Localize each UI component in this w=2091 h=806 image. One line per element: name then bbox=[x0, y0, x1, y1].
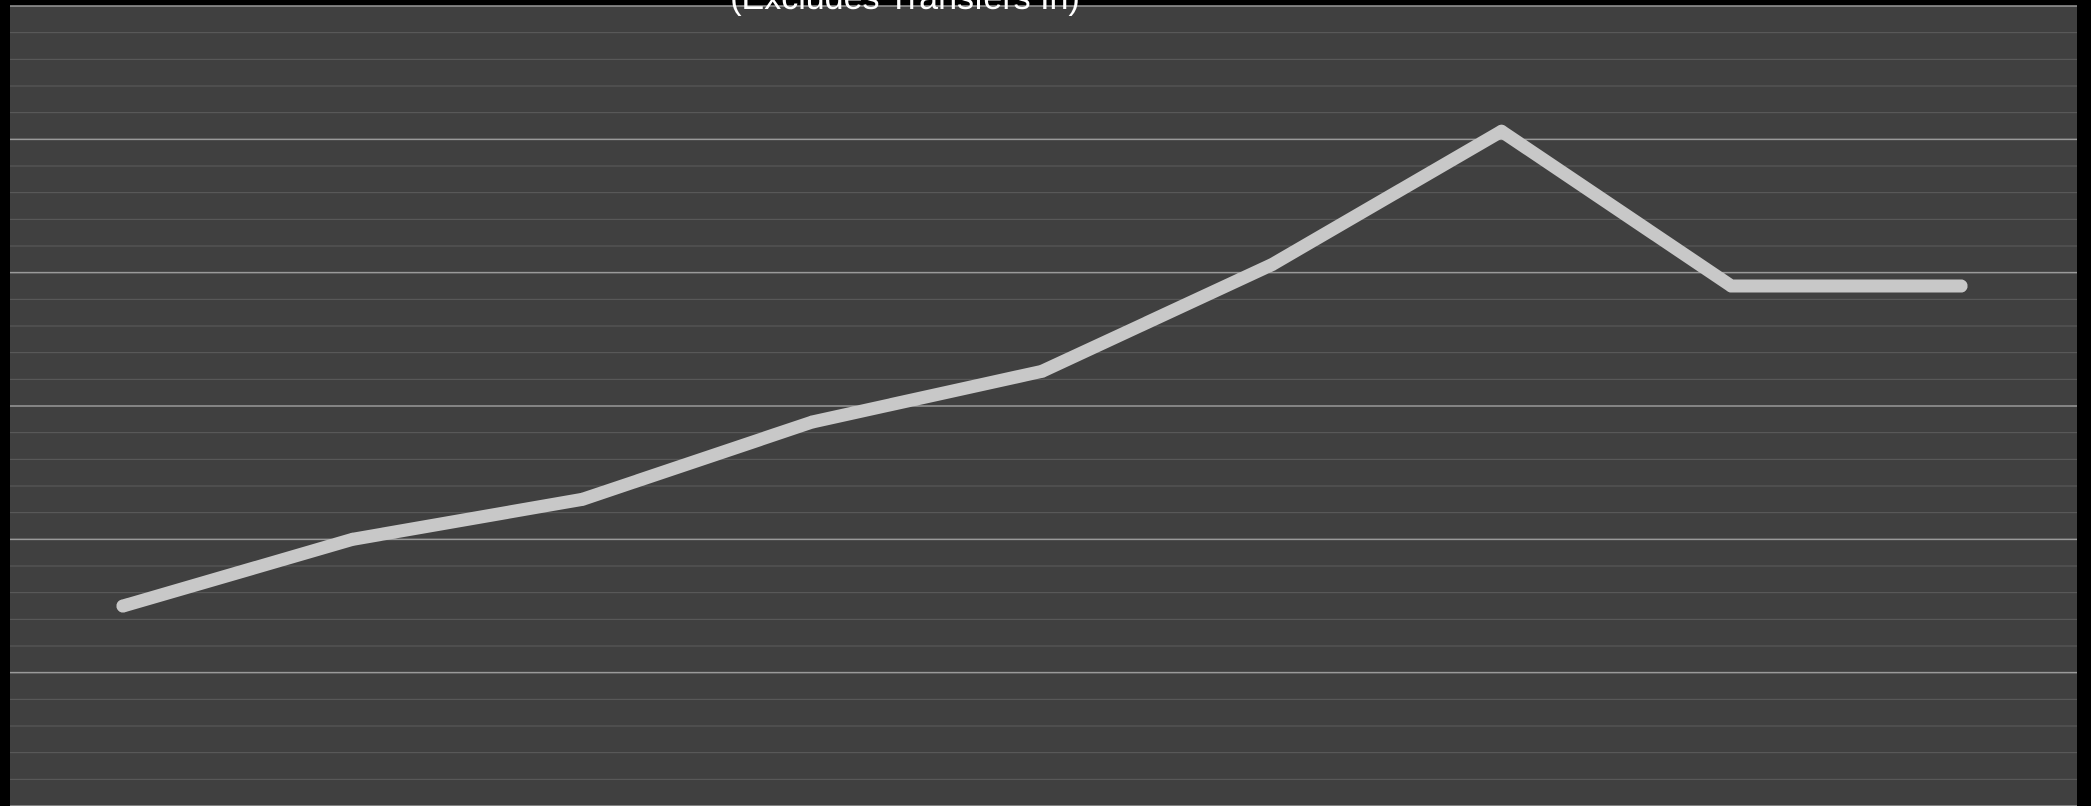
chart-subtitle: (Excludes Transfers In) bbox=[730, 0, 1080, 18]
data-point bbox=[1035, 364, 1049, 378]
data-point bbox=[1495, 124, 1508, 138]
data-point bbox=[576, 492, 589, 506]
data-point bbox=[1954, 279, 1968, 293]
data-point bbox=[805, 415, 819, 429]
data-point bbox=[346, 532, 360, 546]
data-point bbox=[1724, 279, 1738, 293]
data-point bbox=[1265, 258, 1279, 272]
plot-area-group bbox=[10, 5, 2077, 806]
data-point bbox=[116, 599, 130, 613]
